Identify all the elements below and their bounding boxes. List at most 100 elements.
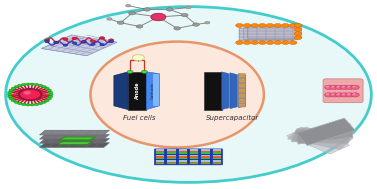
Circle shape [325, 93, 333, 97]
Circle shape [132, 55, 144, 61]
FancyBboxPatch shape [156, 156, 164, 158]
FancyBboxPatch shape [239, 88, 245, 92]
FancyBboxPatch shape [188, 160, 200, 165]
FancyBboxPatch shape [201, 162, 210, 163]
Circle shape [129, 12, 135, 15]
FancyBboxPatch shape [167, 149, 176, 151]
Circle shape [11, 87, 16, 90]
Polygon shape [40, 143, 109, 147]
FancyBboxPatch shape [190, 155, 198, 156]
Circle shape [141, 70, 147, 73]
Circle shape [126, 4, 131, 7]
Text: Fuel cells: Fuel cells [123, 115, 155, 121]
FancyBboxPatch shape [155, 160, 166, 165]
FancyBboxPatch shape [201, 155, 210, 156]
Circle shape [186, 6, 191, 9]
Circle shape [346, 93, 354, 97]
FancyBboxPatch shape [239, 93, 245, 97]
Circle shape [346, 85, 354, 89]
FancyBboxPatch shape [211, 154, 222, 160]
Circle shape [340, 93, 349, 97]
Circle shape [34, 103, 39, 105]
Polygon shape [41, 35, 117, 56]
Circle shape [44, 99, 49, 102]
Polygon shape [296, 118, 355, 145]
FancyBboxPatch shape [213, 156, 221, 158]
FancyBboxPatch shape [167, 155, 176, 156]
FancyBboxPatch shape [166, 149, 177, 154]
Circle shape [282, 41, 289, 45]
Circle shape [351, 85, 359, 89]
FancyBboxPatch shape [190, 163, 198, 164]
FancyBboxPatch shape [239, 79, 245, 82]
Polygon shape [146, 72, 159, 110]
Polygon shape [243, 27, 297, 39]
Circle shape [21, 84, 26, 86]
FancyBboxPatch shape [166, 160, 177, 165]
Circle shape [290, 41, 297, 45]
Polygon shape [40, 134, 109, 139]
Circle shape [100, 44, 104, 46]
FancyBboxPatch shape [188, 149, 200, 154]
Circle shape [174, 27, 181, 30]
FancyBboxPatch shape [156, 157, 164, 159]
Circle shape [9, 89, 14, 91]
Circle shape [347, 93, 350, 95]
FancyBboxPatch shape [179, 149, 187, 151]
FancyBboxPatch shape [156, 152, 164, 154]
FancyBboxPatch shape [239, 98, 245, 102]
Polygon shape [287, 127, 350, 154]
Circle shape [274, 41, 282, 45]
FancyBboxPatch shape [179, 160, 187, 162]
Circle shape [54, 41, 59, 44]
Circle shape [34, 84, 39, 86]
Circle shape [117, 21, 124, 24]
FancyBboxPatch shape [167, 160, 176, 162]
Polygon shape [295, 124, 353, 144]
Polygon shape [230, 73, 238, 109]
Circle shape [127, 70, 133, 73]
FancyBboxPatch shape [201, 156, 210, 158]
Circle shape [340, 85, 349, 89]
Circle shape [282, 24, 289, 27]
FancyBboxPatch shape [167, 151, 176, 152]
FancyBboxPatch shape [155, 154, 166, 160]
FancyBboxPatch shape [190, 152, 198, 154]
FancyBboxPatch shape [167, 157, 176, 159]
Circle shape [44, 39, 50, 42]
Circle shape [337, 86, 340, 87]
Circle shape [14, 86, 18, 88]
Polygon shape [114, 72, 128, 110]
Circle shape [45, 41, 49, 43]
Circle shape [44, 87, 49, 90]
Circle shape [326, 86, 329, 87]
Circle shape [26, 83, 30, 85]
FancyBboxPatch shape [201, 152, 210, 154]
Circle shape [251, 41, 259, 45]
FancyBboxPatch shape [201, 149, 210, 151]
FancyBboxPatch shape [179, 151, 187, 152]
Circle shape [181, 13, 188, 17]
FancyBboxPatch shape [213, 155, 221, 156]
FancyBboxPatch shape [190, 157, 198, 159]
FancyBboxPatch shape [179, 163, 187, 164]
FancyBboxPatch shape [211, 160, 222, 165]
Circle shape [243, 24, 251, 27]
FancyBboxPatch shape [156, 162, 164, 163]
Circle shape [38, 102, 43, 105]
Circle shape [236, 41, 243, 45]
Circle shape [290, 24, 297, 27]
Circle shape [166, 8, 173, 11]
FancyBboxPatch shape [177, 154, 188, 160]
FancyBboxPatch shape [188, 154, 200, 160]
Circle shape [21, 103, 26, 105]
FancyBboxPatch shape [156, 160, 164, 162]
Circle shape [72, 37, 77, 40]
Text: Supercapacitor: Supercapacitor [206, 115, 260, 121]
Circle shape [17, 102, 22, 105]
FancyBboxPatch shape [239, 84, 245, 87]
Circle shape [38, 84, 43, 87]
Circle shape [81, 41, 86, 43]
FancyBboxPatch shape [211, 149, 222, 154]
Circle shape [294, 24, 302, 27]
